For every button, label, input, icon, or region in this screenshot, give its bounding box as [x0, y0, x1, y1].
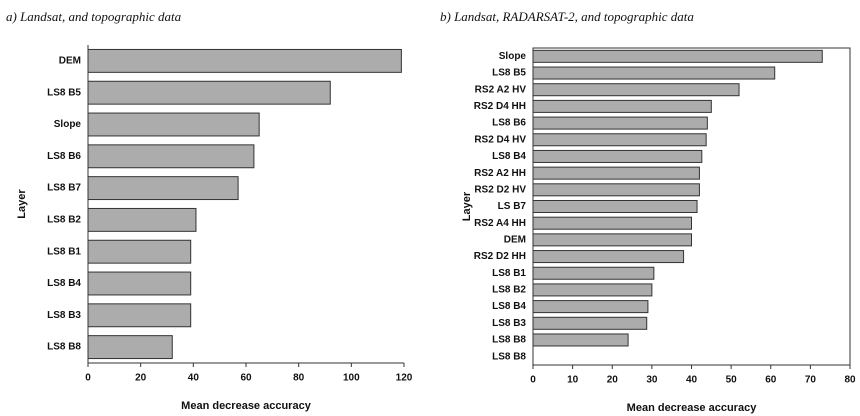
y-tick-label: LS8 B1 [47, 246, 81, 257]
y-tick-label: LS8 B6 [47, 151, 81, 162]
y-tick-label: RS2 D2 HV [474, 184, 526, 195]
x-tick-label: 120 [396, 373, 413, 384]
bar [532, 233, 692, 247]
x-tick-label: 0 [85, 373, 91, 384]
y-tick-label: LS8 B4 [492, 301, 526, 312]
bar [532, 199, 698, 214]
x-tick-label: 60 [765, 375, 777, 386]
x-tick-label: 20 [607, 375, 619, 386]
bar [532, 133, 707, 147]
bar [532, 66, 776, 80]
y-tick-label: LS8 B8 [492, 335, 526, 346]
chart-title: a) Landsat, and topographic data [6, 9, 182, 24]
bar [87, 112, 260, 137]
y-tick-label: LS8 B2 [492, 285, 526, 296]
bar [532, 333, 629, 347]
y-tick-label: RS2 A2 HV [475, 84, 527, 95]
bar [532, 250, 685, 264]
y-tick-label: RS2 A4 HH [474, 218, 526, 229]
y-tick-label: LS8 B5 [47, 87, 81, 98]
y-tick-label: LS8 B3 [492, 318, 526, 329]
chart-title: b) Landsat, RADARSAT-2, and topographic … [440, 9, 694, 24]
y-tick-label: LS8 B5 [492, 68, 526, 79]
y-tick-label: LS8 B1 [492, 268, 526, 279]
x-axis-label: Mean decrease accuracy [627, 402, 758, 414]
y-tick-label: LS B7 [498, 201, 527, 212]
plot-frame [532, 47, 851, 366]
y-tick-label: LS8 B2 [47, 215, 81, 226]
bar [87, 80, 331, 105]
x-tick-label: 100 [343, 373, 360, 384]
bar [87, 48, 402, 73]
y-tick-label: LS8 B3 [47, 310, 81, 321]
y-tick-label: DEM [504, 235, 526, 246]
bar [532, 49, 823, 63]
y-tick-label: Slope [54, 119, 82, 130]
x-tick-label: 70 [805, 375, 817, 386]
x-tick-label: 80 [293, 373, 305, 384]
y-tick-label: DEM [59, 56, 81, 67]
x-tick-label: 50 [726, 375, 738, 386]
y-tick-label: Slope [499, 51, 527, 62]
bar [532, 166, 700, 180]
y-axis-label: Layer [461, 191, 473, 221]
bar [532, 266, 655, 280]
bar [87, 239, 192, 264]
bar [87, 303, 192, 328]
y-tick-label: LS8 B8 [492, 351, 526, 362]
x-tick-label: 40 [686, 375, 698, 386]
y-tick-label: LS8 B7 [47, 183, 81, 194]
y-tick-label: LS8 B4 [47, 278, 81, 289]
x-tick-label: 10 [567, 375, 579, 386]
bar [532, 283, 653, 297]
bar [87, 335, 173, 360]
bar [532, 216, 692, 230]
y-tick-label: RS2 D4 HH [474, 101, 526, 112]
x-tick-label: 20 [135, 373, 147, 384]
bar [532, 99, 712, 113]
x-tick-label: 40 [188, 373, 200, 384]
x-tick-label: 0 [530, 375, 536, 386]
bar [532, 300, 649, 314]
y-tick-label: LS8 B6 [492, 118, 526, 129]
bar [87, 144, 255, 169]
bar [532, 316, 648, 330]
y-tick-label: RS2 D2 HH [474, 251, 526, 262]
y-tick-label: RS2 A2 HH [474, 168, 526, 179]
bar [87, 207, 197, 232]
bar [532, 116, 708, 130]
y-axis-label: Layer [16, 189, 28, 219]
y-tick-label: LS8 B4 [492, 151, 526, 162]
y-tick-label: RS2 D4 HV [474, 134, 526, 145]
x-axis-label: Mean decrease accuracy [181, 400, 312, 412]
x-tick-label: 30 [646, 375, 658, 386]
bar [532, 149, 703, 163]
x-tick-label: 80 [844, 375, 856, 386]
bar [532, 183, 700, 197]
x-tick-label: 60 [240, 373, 252, 384]
bar [87, 176, 239, 201]
bar [532, 83, 740, 97]
y-tick-label: LS8 B8 [47, 342, 81, 353]
bar [87, 271, 192, 296]
